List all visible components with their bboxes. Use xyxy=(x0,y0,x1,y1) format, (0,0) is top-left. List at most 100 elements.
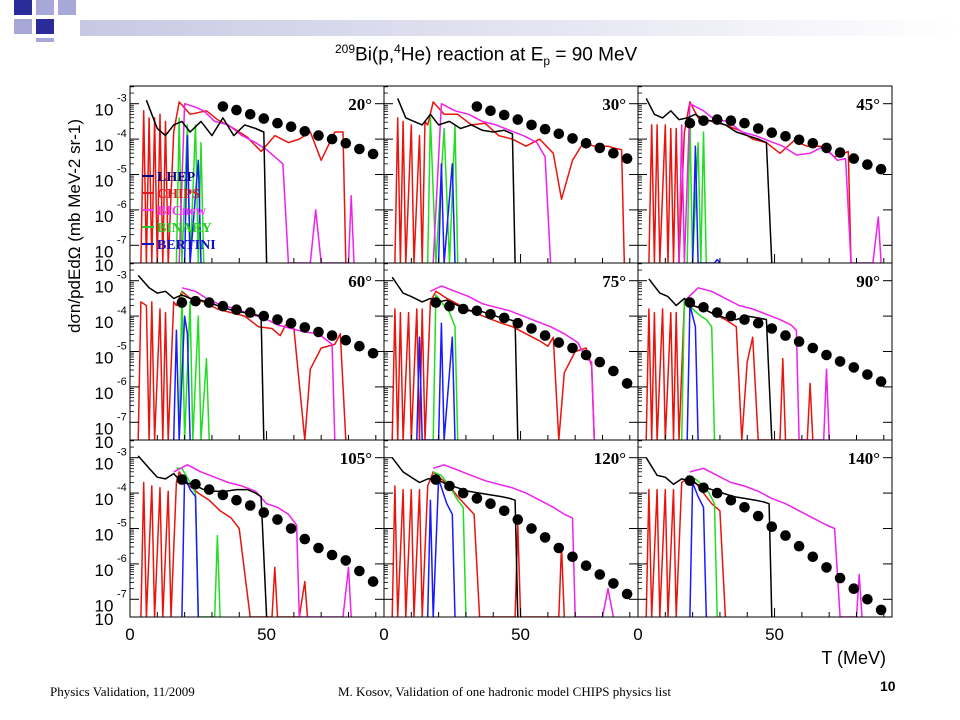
y-tick-label: 10 xyxy=(95,207,114,226)
footer-left: Physics Validation, 11/2009 xyxy=(50,684,195,699)
data-point xyxy=(725,115,737,126)
data-point xyxy=(793,540,805,552)
data-point xyxy=(203,484,215,495)
data-point xyxy=(580,560,592,571)
data-point xyxy=(285,121,297,132)
data-point xyxy=(485,498,496,510)
data-point xyxy=(340,334,352,346)
title-part: Bi(p, xyxy=(355,44,395,66)
data-point xyxy=(203,297,215,308)
data-point xyxy=(272,314,283,325)
data-point xyxy=(258,310,270,322)
y-tick-exponent: -4 xyxy=(117,128,127,140)
series-line-bicnew xyxy=(689,467,863,617)
y-tick-exponent: -7 xyxy=(117,234,127,246)
data-point xyxy=(848,153,860,164)
data-point xyxy=(430,474,442,485)
data-point xyxy=(299,533,311,545)
series-line-bertini xyxy=(689,481,708,617)
data-point xyxy=(326,330,338,341)
y-tick-label: 10 xyxy=(95,455,114,474)
data-point xyxy=(594,142,606,154)
data-point xyxy=(711,114,723,125)
data-point xyxy=(608,578,619,589)
data-point xyxy=(512,317,524,329)
panel-series xyxy=(391,457,633,617)
data-point xyxy=(539,532,551,543)
panel-angle-label: 75° xyxy=(602,272,626,291)
series-line-chips xyxy=(645,478,727,617)
data-point xyxy=(698,482,709,494)
data-point xyxy=(684,475,696,487)
y-tick-label: 10 xyxy=(95,101,114,120)
data-point xyxy=(698,302,709,313)
legend-label: CHIPS xyxy=(157,187,200,202)
data-point xyxy=(766,521,778,532)
x-tick-label: 0 xyxy=(633,625,642,644)
data-point xyxy=(793,134,805,146)
data-point xyxy=(725,494,737,506)
title-mass-number: 4 xyxy=(394,42,401,56)
data-point xyxy=(526,119,537,131)
data-point xyxy=(621,588,633,600)
x-axis-label: T (MeV) xyxy=(821,648,886,668)
series-line-bertini xyxy=(437,163,456,263)
data-point xyxy=(444,300,455,312)
data-point xyxy=(485,105,496,117)
data-point xyxy=(326,549,338,561)
legend-label: BERTINI xyxy=(157,238,216,253)
data-point xyxy=(780,131,791,142)
panel-angle-label: 105° xyxy=(340,449,372,468)
data-point xyxy=(367,576,379,587)
data-point xyxy=(354,565,365,577)
y-tick-exponent: -5 xyxy=(117,518,127,530)
data-point xyxy=(684,297,696,308)
panel-angle-label: 90° xyxy=(856,272,880,291)
series-line-bertini xyxy=(691,145,721,263)
y-tick-label: 10 xyxy=(95,490,114,509)
data-point xyxy=(862,594,873,605)
data-point xyxy=(498,312,510,324)
data-point xyxy=(766,127,778,138)
series-line-bicnew xyxy=(173,464,352,617)
y-tick-exponent: -5 xyxy=(117,341,127,353)
deco-square xyxy=(36,0,54,15)
x-tick-label: 0 xyxy=(125,625,134,644)
data-point xyxy=(621,153,633,164)
deco-square xyxy=(14,0,32,15)
y-tick-exponent: -5 xyxy=(117,164,127,176)
series-line-bertini xyxy=(181,474,200,617)
data-point xyxy=(848,362,860,373)
data-point xyxy=(553,337,565,348)
panel-angle-label: 60° xyxy=(348,272,372,291)
data-point xyxy=(752,123,764,134)
series-line-lhep xyxy=(397,98,516,263)
series-line-bicnew xyxy=(686,287,830,440)
series-line-chips xyxy=(137,290,347,440)
data-point xyxy=(807,342,819,354)
y-tick-label: 10 xyxy=(95,349,114,368)
data-point xyxy=(217,300,229,312)
data-point xyxy=(608,365,619,377)
y-tick-label: 10 xyxy=(95,561,114,580)
data-point xyxy=(354,340,365,352)
legend-label: LHEP xyxy=(157,170,196,185)
data-point xyxy=(512,514,524,525)
title-part: He) reaction at E xyxy=(400,44,544,66)
data-point xyxy=(793,336,805,347)
title-part: = 90 MeV xyxy=(550,44,638,66)
panel-angle-label: 120° xyxy=(594,449,626,468)
data-point xyxy=(231,104,242,116)
data-point xyxy=(272,117,283,129)
data-point xyxy=(471,101,483,112)
data-point xyxy=(821,142,832,154)
data-point xyxy=(367,348,379,359)
data-point xyxy=(217,101,229,112)
data-point xyxy=(780,330,791,341)
data-point xyxy=(299,322,311,333)
data-point xyxy=(862,159,873,170)
panel-angle-label: 45° xyxy=(856,95,880,114)
y-axis-label: dσn/pdEdΩ (mb MeV-2 sr-1) xyxy=(65,119,84,333)
y-tick-label: 10 xyxy=(95,384,114,403)
data-point xyxy=(471,493,483,504)
